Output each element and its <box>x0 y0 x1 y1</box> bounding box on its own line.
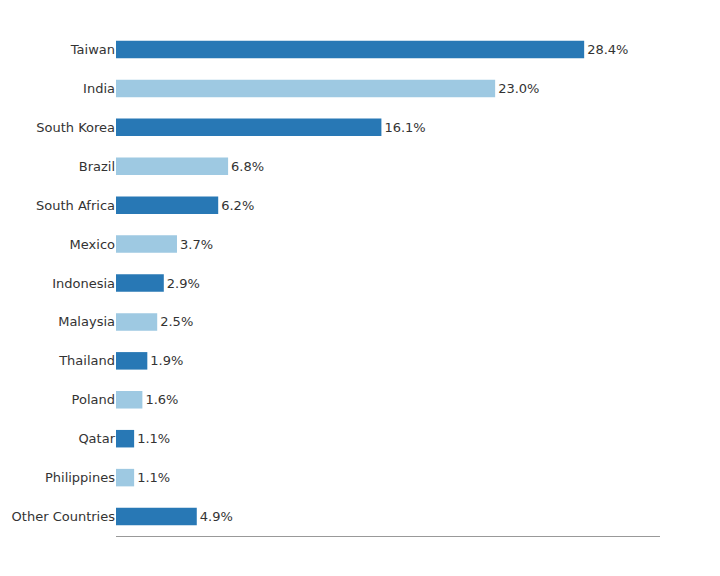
svg-text:4.9%: 4.9% <box>200 509 233 524</box>
svg-text:6.2%: 6.2% <box>221 198 254 213</box>
svg-text:1.9%: 1.9% <box>150 353 183 368</box>
svg-text:Qatar: Qatar <box>78 431 115 446</box>
svg-text:Brazil: Brazil <box>79 159 115 174</box>
svg-text:Poland: Poland <box>72 392 115 407</box>
svg-text:South Africa: South Africa <box>36 198 115 213</box>
svg-text:6.8%: 6.8% <box>231 159 264 174</box>
svg-text:India: India <box>83 81 115 96</box>
svg-text:Mexico: Mexico <box>70 237 115 252</box>
svg-text:Malaysia: Malaysia <box>58 314 115 329</box>
svg-text:2.9%: 2.9% <box>167 276 200 291</box>
svg-text:Other Countries: Other Countries <box>12 509 116 524</box>
svg-text:28.4%: 28.4% <box>587 42 628 57</box>
svg-text:Indonesia: Indonesia <box>52 276 115 291</box>
svg-text:1.6%: 1.6% <box>145 392 178 407</box>
svg-text:South Korea: South Korea <box>36 120 115 135</box>
svg-text:Philippines: Philippines <box>45 470 115 485</box>
svg-text:23.0%: 23.0% <box>498 81 539 96</box>
svg-text:Taiwan: Taiwan <box>70 42 115 57</box>
svg-text:2.5%: 2.5% <box>160 314 193 329</box>
svg-text:Thailand: Thailand <box>58 353 115 368</box>
svg-text:16.1%: 16.1% <box>384 120 425 135</box>
svg-text:3.7%: 3.7% <box>180 237 213 252</box>
svg-text:1.1%: 1.1% <box>137 470 170 485</box>
svg-text:1.1%: 1.1% <box>137 431 170 446</box>
